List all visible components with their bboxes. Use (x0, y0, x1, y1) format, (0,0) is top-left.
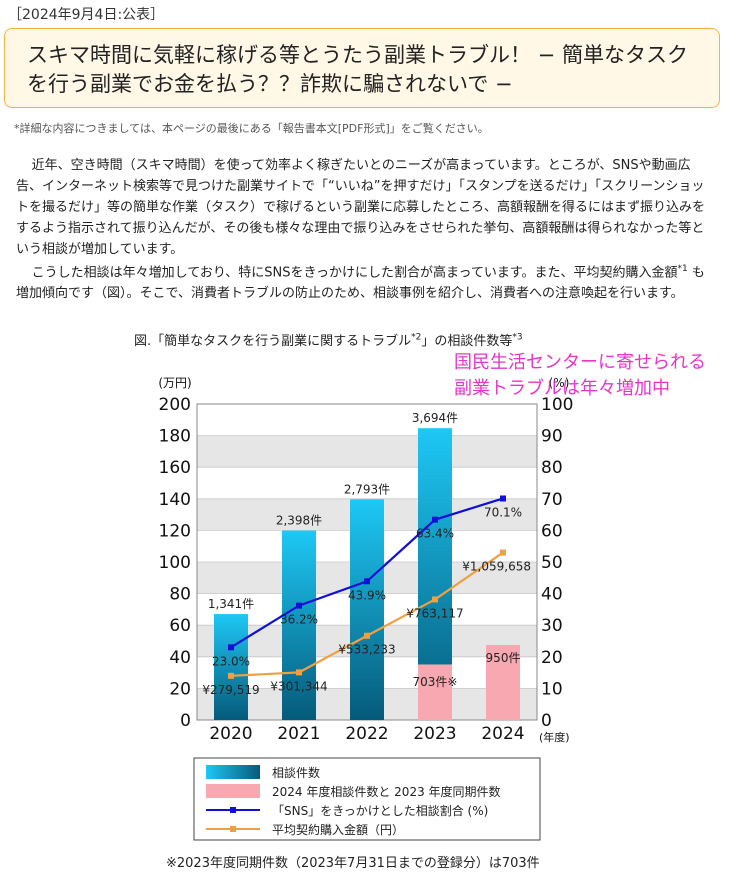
sns-value-label: 23.0% (212, 654, 250, 668)
left-tick-label: 180 (159, 427, 191, 447)
caption-text-a: 図.「簡単なタスクを行う副業に関するトラブル (134, 334, 412, 349)
grid-band (197, 435, 537, 468)
trend-text-a: こうした相談は年々増加しており、特にSNSをきっかけにした割合が高まっています。… (31, 265, 678, 281)
legend-label: 「SNS」をきっかけとした相談割合 (%) (272, 803, 488, 818)
right-tick-label: 50 (541, 553, 563, 573)
bar-value-label: 3,694件 (412, 411, 458, 425)
callout-line-2: 副業トラブルは年々増加中 (454, 378, 670, 399)
sns-value-label: 70.1% (484, 505, 522, 519)
right-tick-label: 80 (541, 458, 563, 478)
x-tick-label: 2024 (481, 724, 524, 744)
right-tick-label: 10 (541, 679, 563, 699)
footnote-marker: *1 (677, 264, 688, 274)
legend-swatch-pink (206, 784, 260, 798)
amount-marker (228, 672, 234, 679)
detail-note: *詳細な内容につきましては、本ページの最後にある「報告書本文[PDF形式]」をご… (14, 122, 489, 135)
right-axis-unit: (%) (549, 376, 570, 390)
left-tick-label: 80 (169, 585, 191, 605)
left-tick-label: 160 (159, 458, 191, 478)
sns-value-label: 63.4% (416, 527, 454, 541)
x-tick-label: 2022 (345, 724, 388, 744)
left-axis-unit: (万円) (158, 376, 191, 390)
amount-value-label: ¥763,117 (406, 606, 463, 620)
legend-label: 平均契約購入金額（円） (272, 822, 404, 837)
bar (350, 499, 384, 720)
left-tick-label: 60 (169, 616, 191, 636)
callout-line-1: 国民生活センターに寄せられる (454, 352, 706, 373)
same-period-note: ※2023年度同期件数（2023年7月31日までの登録分）は703件 (166, 856, 540, 871)
amount-value-label: ¥533,233 (338, 643, 395, 657)
caption-sup-1: *2 (411, 332, 422, 343)
left-tick-label: 40 (169, 648, 191, 668)
x-tick-label: 2020 (209, 724, 252, 744)
publish-date: ［2024年9月4日:公表］ (8, 7, 165, 23)
legend-label: 相談件数 (272, 765, 320, 780)
legend-swatch-marker (230, 826, 236, 832)
right-tick-label: 40 (541, 585, 563, 605)
sns-marker (432, 516, 438, 523)
bar-value-label: 1,341件 (208, 597, 254, 611)
amount-marker (296, 669, 302, 676)
bar (486, 644, 520, 720)
caption-sup-2: *3 (512, 332, 523, 343)
right-tick-label: 60 (541, 521, 563, 541)
right-tick-label: 100 (541, 395, 573, 415)
bar-value-label: 950件 (486, 651, 521, 665)
left-tick-label: 120 (159, 521, 191, 541)
right-tick-label: 70 (541, 490, 563, 510)
sns-marker (296, 602, 302, 609)
left-tick-label: 140 (159, 490, 191, 510)
callout-text: 国民生活センターに寄せられる 副業トラブルは年々増加中 (454, 350, 706, 402)
page-title: スキマ時間に気軽に稼げる等とうたう副業トラブル！ − 簡単なタスクを行う副業でお… (4, 28, 720, 108)
trend-paragraph: こうした相談は年々増加しており、特にSNSをきっかけにした割合が高まっています。… (16, 259, 708, 304)
left-tick-label: 20 (169, 679, 191, 699)
amount-marker (500, 549, 506, 556)
caption-text-b: 」の相談件数等 (421, 334, 513, 349)
same-period-bar (418, 664, 452, 720)
amount-value-label: ¥301,344 (270, 679, 327, 693)
bar (214, 614, 248, 720)
left-tick-label: 200 (159, 395, 191, 415)
figure-caption: 図.「簡単なタスクを行う副業に関するトラブル*2」の相談件数等*3 (134, 330, 523, 349)
legend-swatch-marker (230, 807, 236, 813)
x-tick-label: 2021 (277, 724, 320, 744)
amount-marker (364, 632, 370, 639)
bar (282, 530, 316, 720)
left-tick-label: 0 (180, 711, 191, 731)
sns-marker (228, 644, 234, 651)
legend-label: 2024 年度相談件数と 2023 年度同期件数 (272, 784, 501, 799)
right-tick-label: 90 (541, 427, 563, 447)
intro-paragraph: 近年、空き時間（スキマ時間）を使って効率よく稼ぎたいとのニーズが高まっています。… (16, 158, 706, 257)
x-axis-unit: (年度) (539, 730, 570, 744)
right-tick-label: 0 (541, 711, 552, 731)
trend-text-b: も増加傾向です（図）。そこで、消費者トラブルの防止のため、相談事例を紹介し、消費… (16, 265, 705, 302)
right-tick-label: 30 (541, 616, 563, 636)
left-tick-label: 100 (159, 553, 191, 573)
sns-marker (364, 578, 370, 585)
amount-value-label: ¥1,059,658 (462, 560, 531, 574)
legend-swatch-bar (206, 765, 260, 779)
sns-marker (500, 495, 506, 502)
sns-value-label: 36.2% (280, 613, 318, 627)
bar-value-label: 2,398件 (276, 514, 322, 528)
consultation-chart: 0 20 40 60 80 100 120 140 160 180 200 (万円) 0 10 20 30 40… (158, 376, 573, 841)
same-period-label: 703件※ (413, 675, 458, 689)
sns-value-label: 43.9% (348, 588, 386, 602)
amount-value-label: ¥279,519 (202, 683, 259, 697)
amount-marker (432, 596, 438, 603)
right-tick-label: 20 (541, 648, 563, 668)
x-tick-label: 2023 (413, 724, 456, 744)
bar-value-label: 2,793件 (344, 482, 390, 496)
